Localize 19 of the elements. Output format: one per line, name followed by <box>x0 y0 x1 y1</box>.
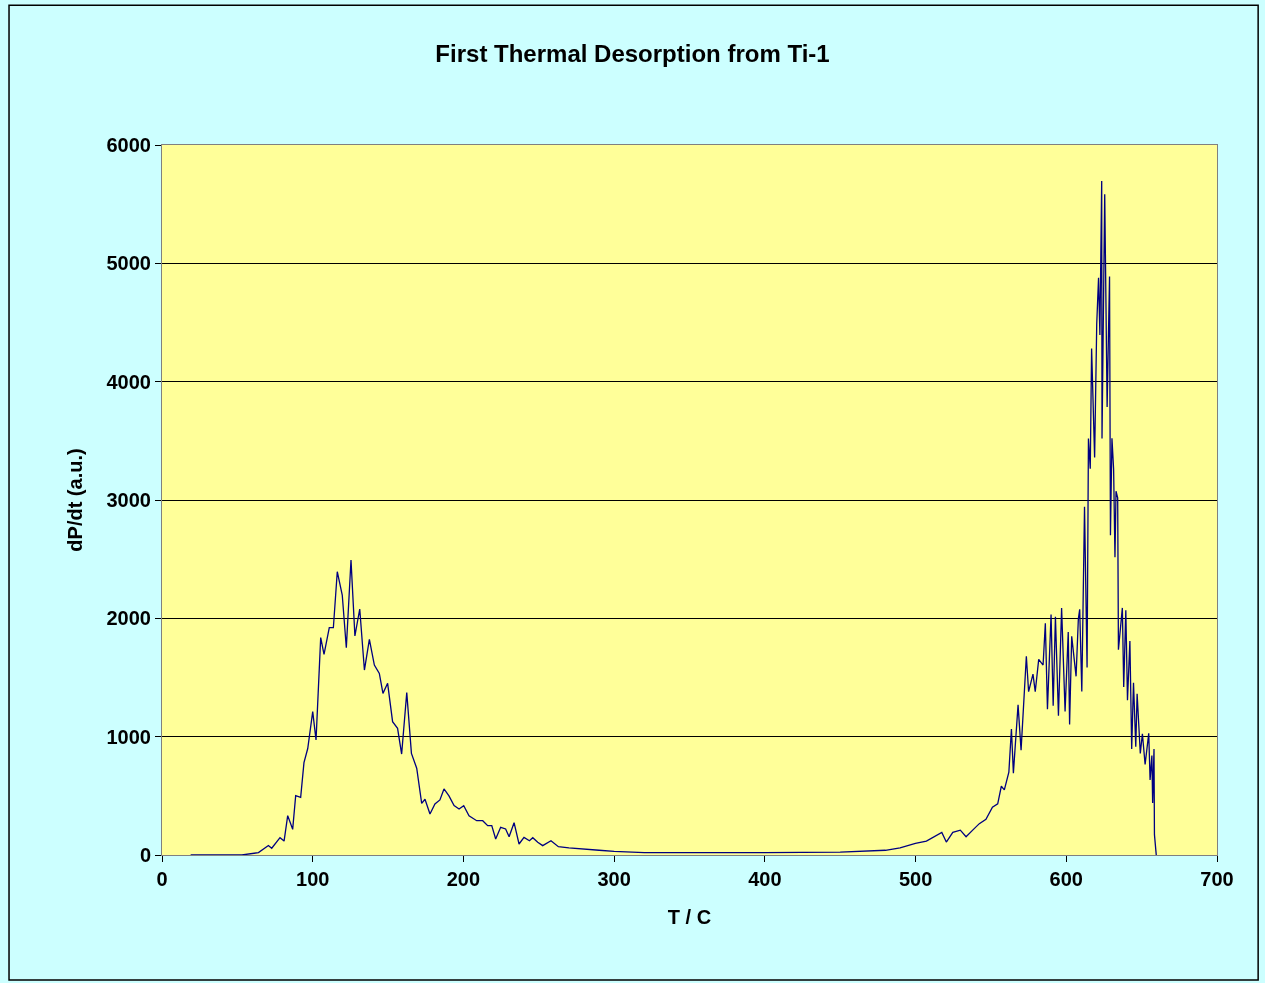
x-tick-label: 100 <box>296 868 330 890</box>
x-tick-label: 500 <box>898 868 933 890</box>
x-tick-label: 600 <box>1049 868 1083 890</box>
x-tick-label: 400 <box>748 868 782 890</box>
y-tick-label: 2000 <box>106 607 151 630</box>
x-tick-label: 0 <box>156 868 168 890</box>
y-tick-label: 1000 <box>106 725 151 748</box>
x-axis-title: T / C <box>667 905 712 928</box>
x-tick-label: 300 <box>597 868 631 890</box>
chart-title: First Thermal Desorption from Ti-1 <box>435 40 830 68</box>
y-tick-label: 6000 <box>106 134 151 156</box>
y-tick-label: 5000 <box>106 252 151 275</box>
y-tick-label: 3000 <box>106 489 151 511</box>
y-axis-title: dP/dt (a.u.) <box>64 448 86 552</box>
y-tick-label: 0 <box>139 844 151 866</box>
x-tick-label: 200 <box>446 868 481 890</box>
x-tick-label: 700 <box>1200 868 1234 890</box>
y-tick-label: 4000 <box>106 370 151 393</box>
line-series <box>189 180 1157 855</box>
